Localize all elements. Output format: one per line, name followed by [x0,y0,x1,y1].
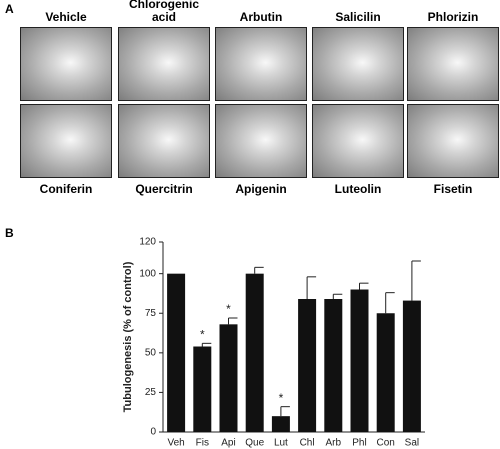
micrograph [312,104,404,178]
bar [376,313,395,432]
image-label: Apigenin [235,182,287,196]
significance-mark: * [200,328,205,342]
bar [271,416,290,432]
bar [298,299,317,432]
y-tick-label: 25 [145,387,157,398]
bar [245,273,264,432]
image-label: Arbutin [239,10,283,24]
micrograph [407,104,499,178]
significance-mark: * [226,302,231,316]
x-tick-label: Fis [196,438,209,449]
bar [324,299,343,432]
y-tick-label: 75 [145,308,157,319]
y-tick-label: 50 [145,347,157,358]
x-tick-label: Chl [300,438,315,449]
significance-mark: * [279,391,284,405]
image-label: Coniferin [39,182,93,196]
micrograph [407,27,499,101]
bar [167,273,186,432]
micrograph [118,104,210,178]
bar [350,289,369,432]
image-label: Salicilin [335,10,381,24]
y-tick-label: 0 [150,427,156,438]
micrograph [312,27,404,101]
panel-label: B [5,226,14,240]
y-tick-label: 100 [139,268,156,279]
image-label: Fisetin [433,182,473,196]
y-axis-title: Tubulogenesis (% of control) [122,261,134,412]
micrograph [215,104,307,178]
image-label: Chlorogenic acid [128,0,199,24]
bar [402,300,421,432]
y-tick-label: 120 [139,237,156,248]
bar [219,324,238,432]
micrograph [20,27,112,101]
x-tick-label: Arb [326,438,342,449]
x-tick-label: Que [245,438,264,449]
x-tick-label: Sal [405,438,419,449]
x-tick-label: Phl [352,438,366,449]
x-tick-label: Veh [167,438,184,449]
image-label: Luteolin [334,182,382,196]
image-label: Vehicle [45,10,87,24]
micrograph [215,27,307,101]
x-tick-label: Api [221,438,235,449]
panel-label: A [5,2,14,16]
bar [193,346,212,432]
micrograph [118,27,210,101]
micrograph [20,104,112,178]
image-label: Quercitrin [135,182,193,196]
x-tick-label: Con [377,438,395,449]
image-label: Phlorizin [427,10,479,24]
x-tick-label: Lut [274,438,288,449]
